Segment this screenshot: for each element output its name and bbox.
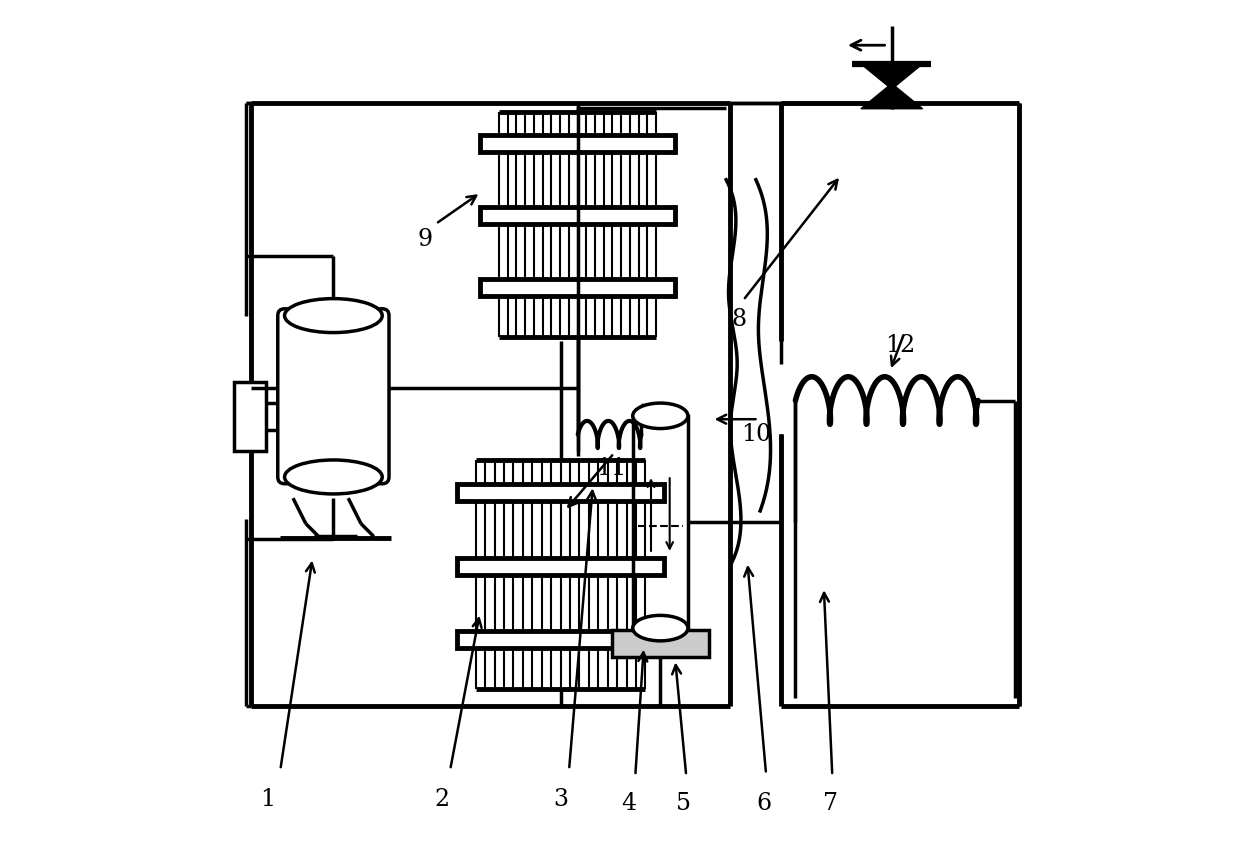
Text: 10: 10 [740, 423, 771, 446]
Bar [480, 207, 675, 224]
Bar [611, 630, 709, 657]
Bar [480, 279, 675, 296]
Ellipse shape [632, 615, 688, 641]
Text: 1: 1 [260, 788, 275, 811]
Bar [632, 416, 688, 628]
Text: 12: 12 [885, 334, 915, 357]
Ellipse shape [284, 460, 382, 494]
Text: 5: 5 [676, 792, 691, 815]
Ellipse shape [632, 403, 688, 429]
Ellipse shape [284, 298, 382, 332]
Text: 2: 2 [434, 788, 449, 811]
Text: 8: 8 [732, 308, 746, 331]
Polygon shape [861, 64, 923, 89]
Bar [233, 382, 265, 452]
Bar [458, 484, 665, 501]
Text: 7: 7 [823, 792, 838, 815]
Bar [458, 557, 665, 574]
Bar [480, 135, 675, 153]
Text: 11: 11 [596, 457, 626, 480]
Text: 9: 9 [417, 227, 433, 250]
FancyBboxPatch shape [278, 308, 389, 484]
Text: 4: 4 [621, 792, 636, 815]
Polygon shape [861, 83, 923, 109]
Text: 6: 6 [756, 792, 773, 815]
Text: 3: 3 [553, 788, 568, 811]
Bar [458, 631, 665, 648]
